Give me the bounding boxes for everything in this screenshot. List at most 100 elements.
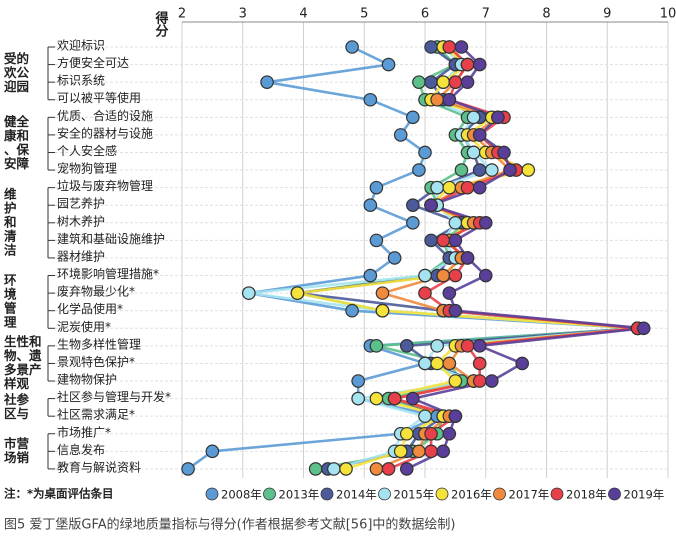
data-point — [369, 233, 384, 248]
data-point — [515, 356, 529, 371]
category-label: 社区参与管理与开发* — [57, 389, 171, 404]
data-point — [369, 339, 384, 353]
data-point — [418, 286, 432, 300]
group-label: 洁 — [4, 242, 17, 257]
axis-title: 得分 — [153, 10, 170, 38]
data-point — [381, 462, 396, 476]
group-label: 管 — [4, 300, 17, 315]
category-label: 可以被平等使用 — [57, 90, 141, 105]
x-tick-label: 2 — [178, 7, 186, 22]
legend-marker — [320, 487, 334, 501]
x-tick-label: 3 — [239, 7, 247, 22]
data-point — [460, 180, 475, 195]
category-label: 安全的器材与设施 — [57, 125, 153, 140]
data-point — [381, 57, 396, 72]
caption: 图5 爱丁堡版GFA的绿地质量指标与得分(作者根据参考文献[56]中的数据绘制) — [4, 517, 455, 533]
data-point — [363, 198, 378, 213]
data-point — [308, 462, 323, 476]
x-tick-label: 5 — [360, 7, 368, 22]
data-point — [442, 40, 457, 54]
data-point — [442, 426, 457, 441]
data-point — [454, 163, 469, 177]
data-point — [454, 40, 469, 54]
category-label: 优质、合适的设施 — [57, 108, 153, 123]
data-point — [424, 426, 438, 441]
data-point — [460, 57, 475, 72]
data-point — [485, 163, 499, 177]
data-point — [363, 92, 378, 107]
data-point — [369, 180, 384, 195]
data-point — [412, 163, 426, 177]
data-point — [363, 268, 378, 283]
data-point — [290, 286, 305, 300]
group-label: 社参 — [3, 392, 30, 407]
data-point — [485, 374, 499, 388]
data-point — [260, 75, 274, 89]
data-point — [491, 110, 505, 125]
data-point — [242, 286, 256, 300]
legend-label: 2017年 — [509, 488, 550, 502]
x-tick-label: 4 — [299, 7, 307, 22]
data-point — [430, 92, 444, 107]
legend-label: 2018年 — [566, 488, 607, 502]
data-point — [424, 444, 438, 459]
data-point — [436, 75, 451, 89]
data-point — [472, 356, 487, 371]
category-label: 化学品使用* — [57, 301, 123, 316]
x-tick-label: 9 — [603, 7, 611, 22]
data-point — [424, 40, 438, 54]
data-point — [448, 268, 463, 283]
data-point — [339, 462, 353, 476]
data-point — [369, 391, 384, 406]
legend-label: 2016年 — [451, 488, 492, 502]
data-point — [387, 391, 402, 406]
data-point — [448, 303, 463, 318]
data-point — [327, 462, 341, 476]
category-label: 教育与解说资料 — [57, 459, 141, 474]
group-label: 康和 — [4, 128, 29, 143]
legend-marker — [608, 487, 621, 501]
data-point — [345, 303, 359, 318]
group-label: 迎园 — [4, 79, 29, 94]
x-tick-label: 8 — [542, 7, 550, 22]
data-point — [406, 110, 420, 125]
legend-label: 2019年 — [624, 488, 665, 502]
data-point — [399, 339, 414, 353]
data-point — [436, 268, 451, 283]
data-point — [460, 251, 475, 265]
group-label: 、保 — [4, 142, 30, 157]
category-label: 泥炭使用* — [57, 319, 111, 334]
data-point — [460, 75, 475, 89]
note: 注：*为桌面评估条目 — [4, 487, 114, 501]
data-point — [205, 444, 220, 459]
data-point — [418, 268, 432, 283]
category-label: 环境影响管理措施* — [57, 266, 159, 281]
category-label: 建物物保护 — [57, 373, 117, 387]
data-point — [436, 444, 451, 459]
data-point — [181, 462, 195, 476]
category-label: 个人安全感 — [57, 143, 117, 158]
category-label: 社区需求满足* — [57, 407, 135, 422]
x-tick-label: 10 — [660, 7, 676, 22]
group-label: 样观 — [4, 376, 30, 391]
data-point — [472, 163, 487, 177]
data-point — [442, 356, 457, 371]
data-point — [472, 374, 487, 388]
legend-label: 2015年 — [394, 488, 435, 502]
data-point — [351, 374, 365, 388]
group-label: 区与 — [4, 406, 29, 421]
category-label: 信息发布 — [57, 442, 105, 457]
data-point — [448, 75, 463, 89]
data-point — [472, 180, 487, 195]
category-label: 标识系统 — [57, 74, 105, 88]
data-point — [418, 409, 432, 423]
data-point — [424, 75, 438, 89]
data-point — [472, 128, 487, 142]
data-point — [448, 233, 463, 248]
legend-label: 2008年 — [221, 488, 262, 502]
x-tick-label: 6 — [421, 7, 429, 22]
data-point — [521, 163, 536, 177]
data-point — [472, 57, 487, 72]
group-label: 维 — [4, 186, 17, 201]
